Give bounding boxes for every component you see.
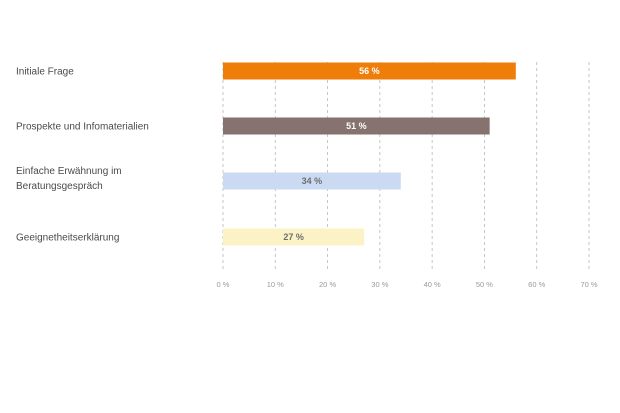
x-tick-label: 50 % [476,280,493,289]
x-tick-label: 20 % [319,280,336,289]
bar [223,62,516,80]
category-label: Initiale Frage [16,67,74,78]
bar [223,228,365,246]
category-label: Beratungsgespräch [16,181,103,192]
bar-value-label: 34 % [302,176,323,186]
bar [223,172,401,190]
bar [223,117,490,135]
category-label: Prospekte und Infomaterialien [16,122,149,133]
category-label: Einfache Erwähnung im [16,166,122,177]
x-tick-label: 40 % [424,280,441,289]
bar-value-label: 56 % [359,66,380,76]
bar-value-label: 51 % [346,121,367,131]
bars: 56 % 51 % 34 % 27 % [223,62,516,246]
category-label: Geeignetheitserklärung [16,233,119,244]
bar-value-label: 27 % [283,232,304,242]
x-tick-label: 10 % [267,280,284,289]
category-labels: Initiale Frage Prospekte und Infomaterial… [16,67,149,244]
x-tick-label: 0 % [217,280,230,289]
x-tick-label: 30 % [371,280,388,289]
x-tick-label: 60 % [528,280,545,289]
x-tick-labels: 0 % 10 % 20 % 30 % 40 % 50 % 60 % 70 % [217,280,598,289]
x-tick-label: 70 % [580,280,597,289]
